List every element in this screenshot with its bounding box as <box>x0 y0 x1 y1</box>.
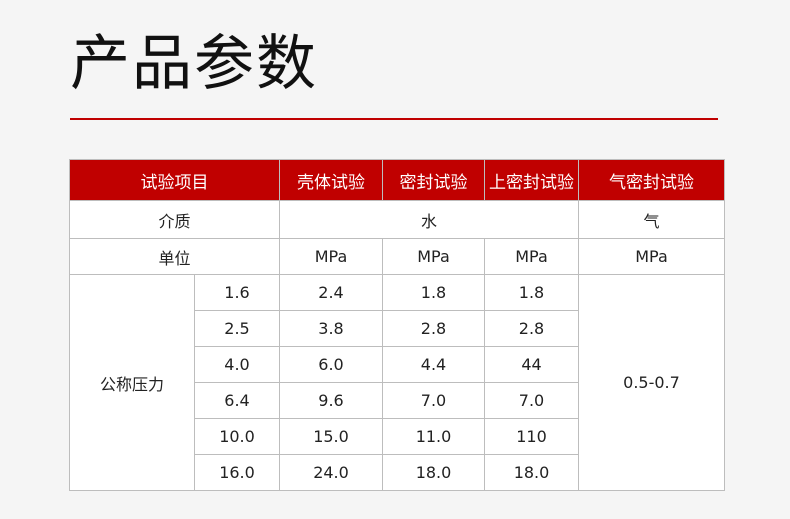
table-cell: 18.0 <box>382 454 485 491</box>
table-cell: 4.0 <box>194 346 280 383</box>
unit-cell: MPa <box>382 238 485 275</box>
table-cell: 2.5 <box>194 310 280 347</box>
table-cell: 10.0 <box>194 418 280 455</box>
table-cell: 15.0 <box>279 418 383 455</box>
table-cell: 1.8 <box>382 274 485 311</box>
table-cell: 110 <box>484 418 579 455</box>
table-cell: 2.4 <box>279 274 383 311</box>
unit-cell: MPa <box>578 238 725 275</box>
page-title: 产品参数 <box>70 29 318 99</box>
medium-gas: 气 <box>578 200 725 239</box>
header-seal-test: 密封试验 <box>382 159 485 201</box>
table-cell: 2.8 <box>382 310 485 347</box>
header-gas-seal-test: 气密封试验 <box>578 159 725 201</box>
unit-cell: MPa <box>484 238 579 275</box>
header-shell-test: 壳体试验 <box>279 159 383 201</box>
medium-water: 水 <box>279 200 579 239</box>
table-cell: 1.6 <box>194 274 280 311</box>
table-cell: 1.8 <box>484 274 579 311</box>
table-row: 2.5 3.8 2.8 2.8 <box>70 310 725 347</box>
table-cell: 24.0 <box>279 454 383 491</box>
table-row: 4.0 6.0 4.4 44 <box>70 346 725 383</box>
table-cell: 9.6 <box>279 382 383 419</box>
table-row: 16.0 24.0 18.0 18.0 <box>70 454 725 491</box>
table-header-row: 试验项目 壳体试验 密封试验 上密封试验 气密封试验 <box>69 159 725 201</box>
table-row: 公称压力 1.6 2.4 1.8 1.8 0.5-0.7 <box>69 274 725 491</box>
title-divider <box>70 118 718 120</box>
table-row: 10.0 15.0 11.0 110 <box>70 418 725 455</box>
table-cell: 2.8 <box>484 310 579 347</box>
table-cell: 7.0 <box>484 382 579 419</box>
table-row-unit: 单位 MPa MPa MPa MPa <box>69 238 725 275</box>
table-cell: 3.8 <box>279 310 383 347</box>
table-cell: 11.0 <box>382 418 485 455</box>
gas-seal-value: 0.5-0.7 <box>578 274 725 491</box>
table-row-medium: 介质 水 气 <box>69 200 725 239</box>
table-cell: 6.0 <box>279 346 383 383</box>
unit-label: 单位 <box>69 238 280 275</box>
header-upper-seal-test: 上密封试验 <box>484 159 579 201</box>
table-cell: 44 <box>484 346 579 383</box>
table-cell: 4.4 <box>382 346 485 383</box>
table-cell: 7.0 <box>382 382 485 419</box>
table-cell: 18.0 <box>484 454 579 491</box>
table-cell: 6.4 <box>194 382 280 419</box>
medium-label: 介质 <box>69 200 280 239</box>
header-test-item: 试验项目 <box>69 159 280 201</box>
table-cell: 16.0 <box>194 454 280 491</box>
product-parameters-table: 试验项目 壳体试验 密封试验 上密封试验 气密封试验 介质 水 气 单位 MPa… <box>69 159 725 491</box>
pressure-label: 公称压力 <box>69 274 195 491</box>
unit-cell: MPa <box>279 238 383 275</box>
table-row: 6.4 9.6 7.0 7.0 <box>70 382 725 419</box>
